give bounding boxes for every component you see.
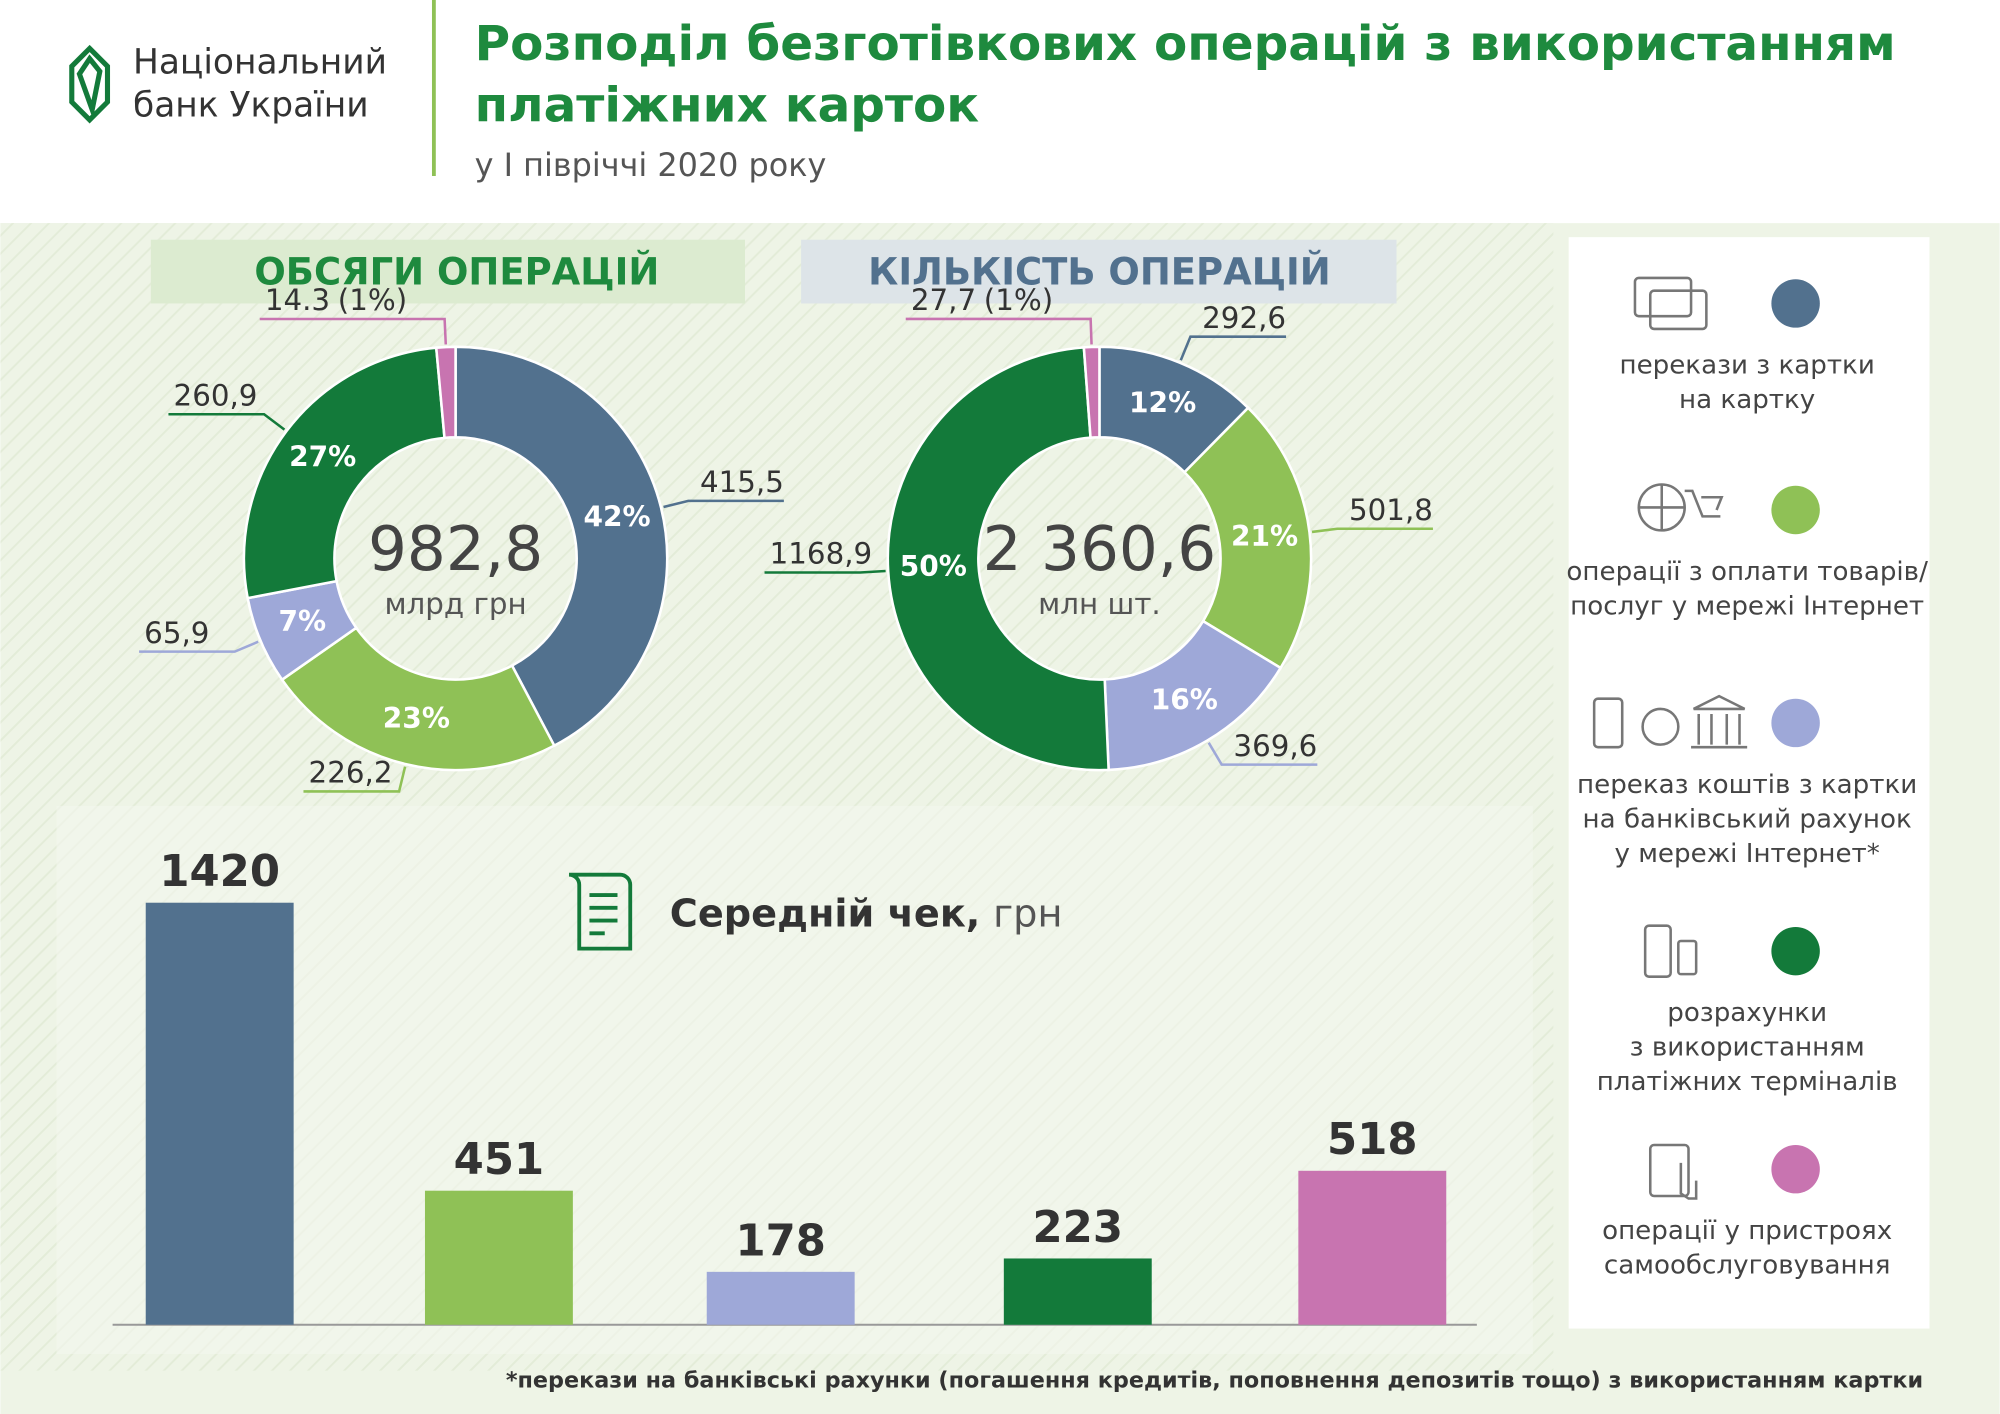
value-label-text: 1168,9	[770, 536, 873, 570]
legend-label: з використанням	[1630, 1033, 1865, 1063]
legend-label: розрахунки	[1667, 998, 1827, 1028]
leader-line	[764, 569, 886, 574]
value-label-text: 260,9	[174, 378, 258, 412]
percent-label: 21%	[1231, 520, 1298, 553]
legend-label: операції у пристроях	[1602, 1216, 1892, 1246]
leader-line	[139, 640, 259, 653]
legend-label: переказ коштів з картки	[1577, 770, 1917, 800]
percent-label: (1%)	[984, 283, 1053, 317]
legend-label: на картку	[1679, 385, 1815, 415]
bar-value-label: 178	[735, 1216, 825, 1266]
legend-label: платіжних терміналів	[1597, 1067, 1898, 1097]
donut-slice	[1182, 406, 1313, 670]
value-label-text: 226,2	[309, 755, 393, 789]
bar-value-label: 223	[1033, 1203, 1123, 1253]
bar-panel	[56, 805, 1533, 1355]
value-label: 260,9	[174, 378, 258, 412]
logo-text: банк України	[133, 86, 369, 126]
legend-swatch	[1771, 485, 1820, 535]
percent-label: 16%	[1151, 684, 1218, 717]
title: Розподіл безготівкових операцій з викори…	[475, 16, 1896, 72]
chart-title: КІЛЬКІСТЬ ОПЕРАЦІЙ	[868, 250, 1331, 294]
value-label-text: 65,9	[144, 615, 209, 649]
legend-label: на банківський рахунок	[1583, 804, 1912, 834]
value-label: 292,6	[1202, 300, 1286, 334]
legend-swatch	[1771, 926, 1820, 976]
legend-swatch	[1771, 1144, 1820, 1194]
legend-label: самообслуговування	[1604, 1251, 1891, 1281]
receipt-icon	[568, 872, 633, 951]
legend-icons	[1592, 276, 1748, 1200]
leader-line	[1311, 527, 1433, 534]
legend-label: перекази з картки	[1619, 350, 1874, 380]
bar	[1298, 1170, 1447, 1325]
percent-label: (1%)	[338, 283, 407, 317]
bar-value-label: 451	[454, 1135, 544, 1185]
legend-label: операції з оплати товарів/	[1566, 557, 1928, 587]
value-label: 369,6	[1233, 728, 1317, 762]
value-label-text: 14.3	[265, 283, 330, 317]
donut-slice	[434, 345, 457, 440]
percent-label: 23%	[383, 702, 450, 735]
bar-value-label: 518	[1327, 1115, 1417, 1165]
leader-line	[259, 317, 448, 345]
value-label: 501,8	[1349, 492, 1433, 526]
bar-title: Середній чек, грн	[670, 891, 1063, 936]
leader-line	[303, 766, 407, 793]
leader-line	[905, 317, 1093, 345]
value-label-text: 292,6	[1202, 300, 1286, 334]
logo-text: Національний	[133, 42, 387, 82]
value-label-text: 369,6	[1233, 728, 1317, 762]
title: платіжних карток	[475, 77, 980, 133]
bar	[145, 902, 294, 1325]
legend-label: у мережі Інтернет*	[1614, 839, 1879, 869]
donut-slice	[280, 626, 557, 772]
donut-slice	[1082, 345, 1101, 440]
leader-line	[1207, 742, 1318, 766]
subtitle: у І півріччі 2020 року	[475, 146, 827, 184]
percent-label: 7%	[278, 605, 326, 638]
donut-slice	[242, 346, 446, 600]
legend-panel	[1568, 237, 1930, 1329]
donut-slice	[886, 346, 1110, 772]
bar	[1003, 1258, 1152, 1325]
percent-label: 12%	[1129, 387, 1196, 420]
value-label: 27,7 (1%)	[911, 283, 1053, 317]
bar	[424, 1190, 573, 1325]
bar-title-text: Середній чек,	[670, 891, 981, 936]
percent-label: 50%	[900, 550, 967, 583]
donut-total: 2 360,6	[983, 514, 1217, 585]
value-label-text: 501,8	[1349, 492, 1433, 526]
legend-label: послуг у мережі Інтернет	[1570, 591, 1924, 621]
value-label: 65,9	[144, 615, 209, 649]
bar-unit: грн	[993, 891, 1062, 936]
logo-mark	[69, 44, 111, 124]
value-label: 415,5	[700, 465, 784, 499]
title-band	[150, 239, 745, 304]
bar-value-label: 1420	[159, 847, 280, 897]
footnote: *перекази на банківські рахунки (погашен…	[506, 1367, 1923, 1393]
donut-slice	[1103, 619, 1283, 772]
percent-label: 27%	[289, 440, 356, 473]
leader-line	[663, 499, 784, 509]
value-label: 226,2	[309, 755, 393, 789]
value-label: 1168,9	[770, 536, 873, 570]
bar	[706, 1271, 855, 1325]
donut-unit: млрд грн	[384, 587, 526, 621]
donut-unit: млн шт.	[1038, 587, 1161, 621]
value-label-text: 415,5	[700, 465, 784, 499]
value-label: 14.3 (1%)	[265, 283, 407, 317]
title-band	[801, 239, 1397, 304]
percent-label: 42%	[584, 500, 651, 533]
chart-title: ОБСЯГИ ОПЕРАЦІЙ	[254, 250, 659, 294]
donut-total: 982,8	[368, 514, 543, 585]
legend-swatch	[1771, 279, 1820, 328]
value-label-text: 27,7	[911, 283, 976, 317]
legend-swatch	[1771, 698, 1820, 748]
leader-line	[1179, 335, 1287, 361]
donut-slice	[454, 345, 669, 748]
leader-line	[168, 413, 286, 431]
